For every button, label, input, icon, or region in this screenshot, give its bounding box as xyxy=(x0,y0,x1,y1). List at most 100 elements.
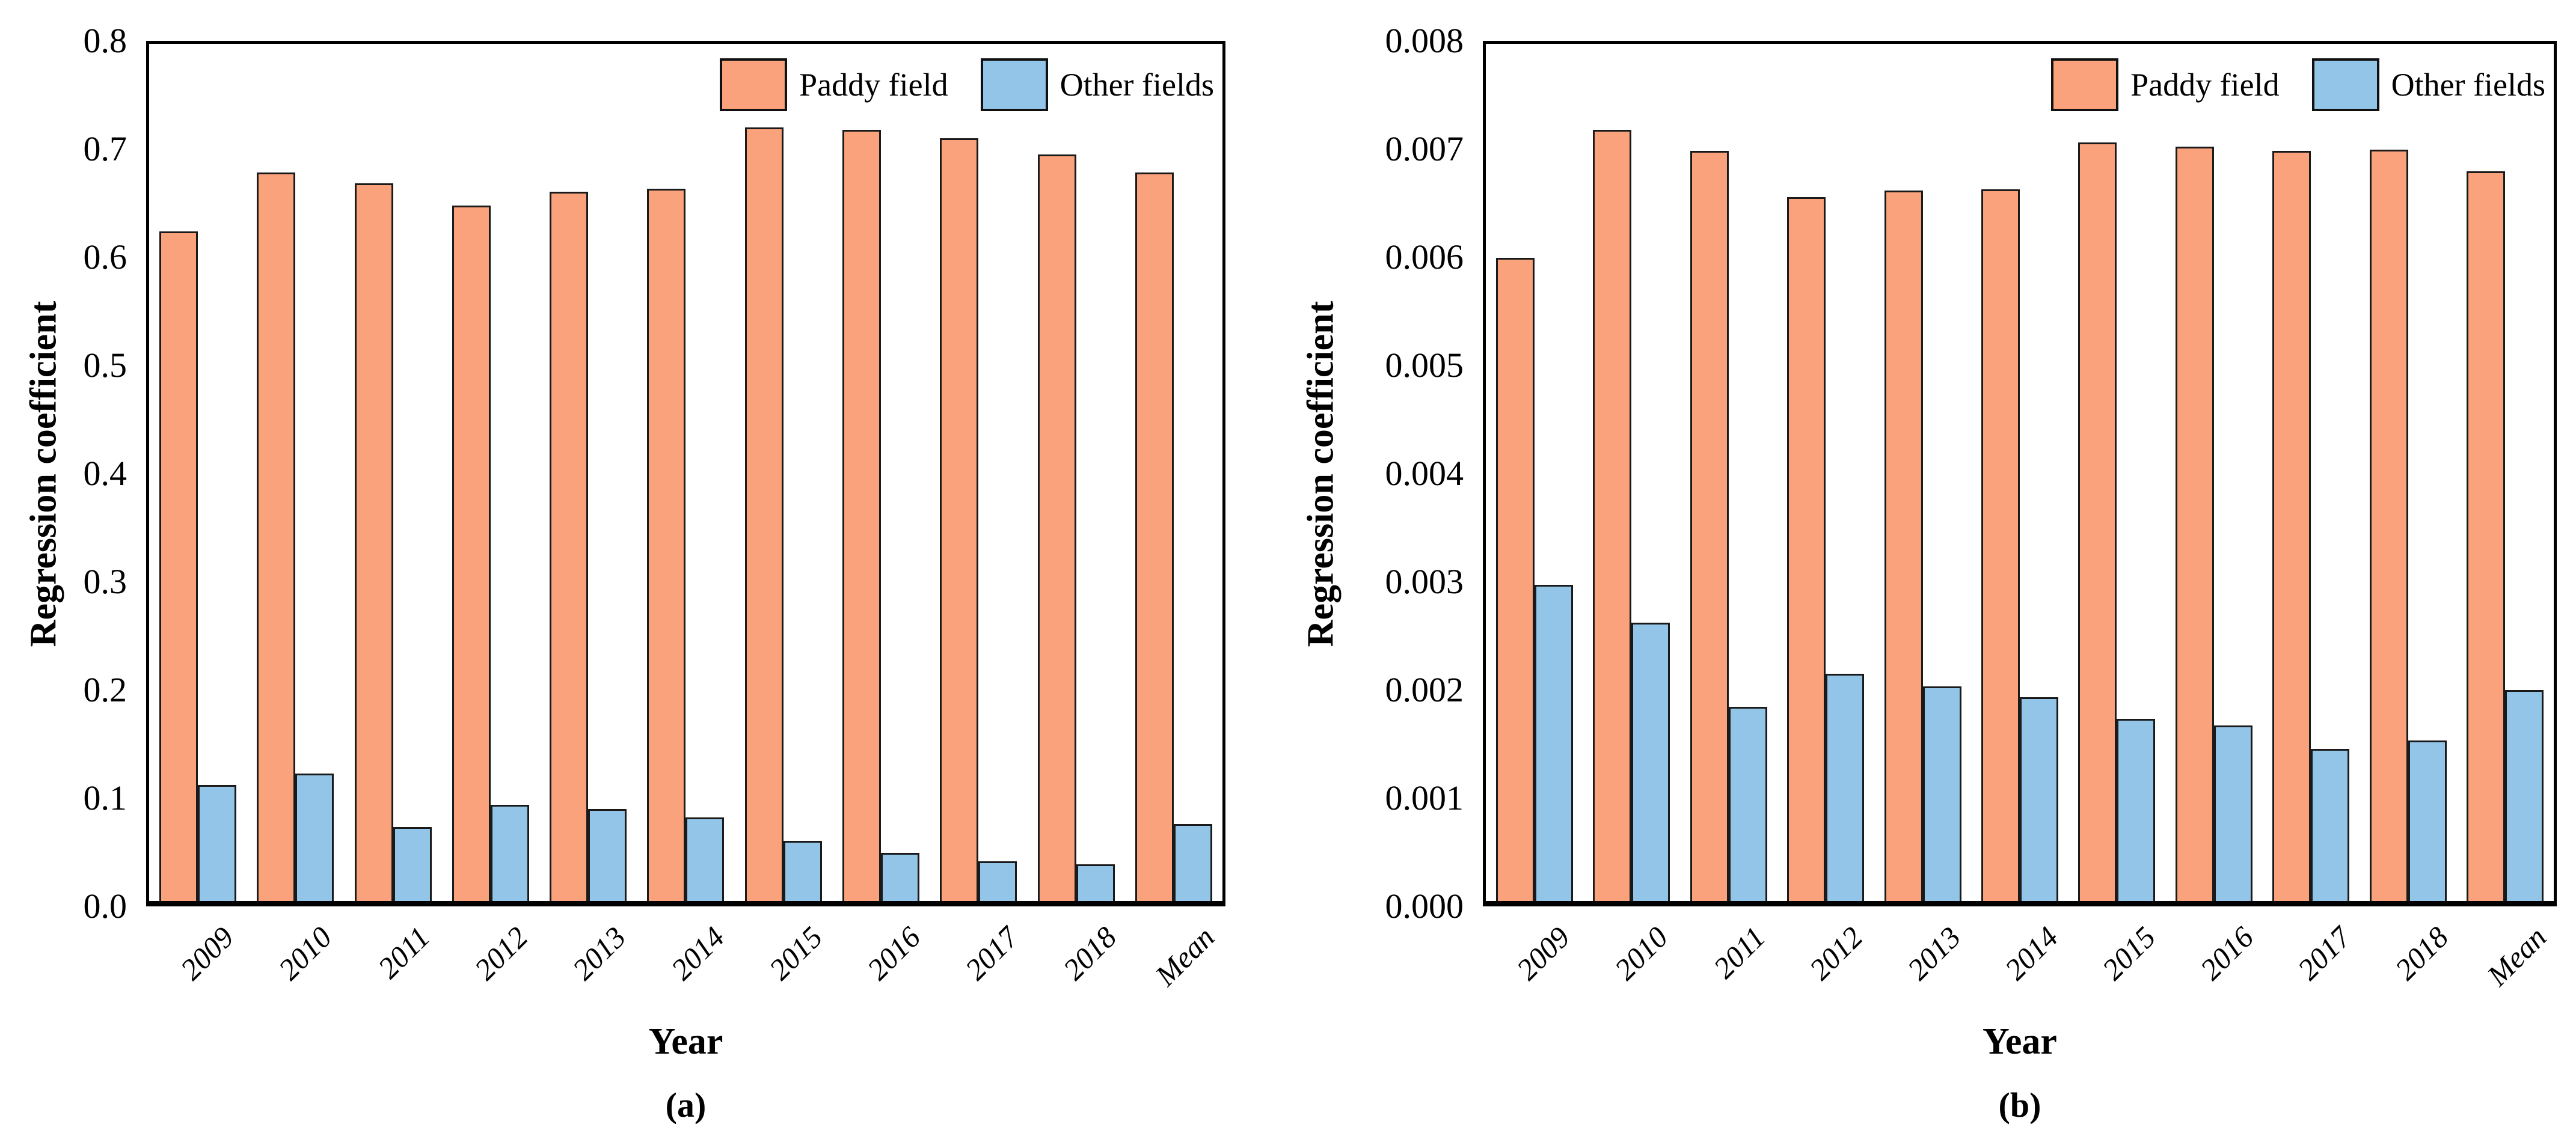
x-axis-title: Year xyxy=(648,1021,723,1062)
bar-paddy-field xyxy=(1135,173,1174,901)
y-tick-label: 0.006 xyxy=(1385,237,1464,276)
y-tick-label: 0.5 xyxy=(83,346,127,385)
bar-paddy-field xyxy=(744,127,784,901)
bar-other-fields xyxy=(1173,824,1212,901)
bar-group-2013 xyxy=(539,44,637,901)
x-tick-label: 2018 xyxy=(2388,920,2455,987)
bar-paddy-field xyxy=(647,189,686,901)
bar-paddy-field xyxy=(1495,258,1535,901)
bar-group-2010 xyxy=(1583,44,1679,901)
bar-other-fields xyxy=(490,805,529,901)
bar-paddy-field xyxy=(2175,147,2214,901)
legend-item-other-fields: Other fields xyxy=(2311,58,2545,111)
legend-item-paddy-field: Paddy field xyxy=(720,58,948,111)
bar-other-fields xyxy=(1922,686,1961,901)
y-tick-label: 0.3 xyxy=(83,562,127,601)
bar-group-2016 xyxy=(2165,44,2262,901)
bar-group-2017 xyxy=(930,44,1027,901)
x-tick-label: 2015 xyxy=(2096,920,2162,987)
legend-item-paddy-field: Paddy field xyxy=(2051,58,2280,111)
x-tick-label: Mean xyxy=(2480,920,2553,992)
bar-other-fields xyxy=(295,774,334,901)
y-tick-label: 0.002 xyxy=(1385,670,1464,709)
bar-paddy-field xyxy=(257,173,296,901)
bar-paddy-field xyxy=(2078,142,2117,901)
bar-group-2009 xyxy=(1486,44,1583,901)
bar-other-fields xyxy=(685,817,725,901)
y-tick-label: 0.8 xyxy=(83,21,127,60)
bar-paddy-field xyxy=(842,130,881,901)
legend-label: Other fields xyxy=(1060,67,1214,103)
bar-other-fields xyxy=(2408,740,2447,901)
bar-other-fields xyxy=(1076,864,1115,901)
y-tick-label: 0.007 xyxy=(1385,129,1464,168)
legend-swatch-other-fields xyxy=(980,58,1048,111)
y-tick-label: 0.1 xyxy=(83,778,127,817)
y-tick-label: 0.004 xyxy=(1385,454,1464,493)
bar-group-2011 xyxy=(345,44,442,901)
y-tick-label: 0.005 xyxy=(1385,346,1464,385)
panel-label-a: (a) xyxy=(665,1085,707,1125)
x-tick-label: 2009 xyxy=(1510,920,1577,987)
y-tick-label: 0.2 xyxy=(83,670,127,709)
panel-label-b: (b) xyxy=(1998,1085,2041,1125)
bar-group-2017 xyxy=(2263,44,2360,901)
y-tick-label: 0.6 xyxy=(83,237,127,276)
bar-other-fields xyxy=(2213,725,2252,901)
bar-paddy-field xyxy=(354,183,393,901)
legend-item-other-fields: Other fields xyxy=(980,58,1214,111)
bar-group-2012 xyxy=(1777,44,1874,901)
bar-group-mean xyxy=(2457,44,2554,901)
plot-area-b: Paddy field Other fields xyxy=(1483,41,2557,906)
legend: Paddy field Other fields xyxy=(720,58,1214,111)
bar-paddy-field xyxy=(1037,154,1076,901)
bar-paddy-field xyxy=(2467,171,2506,901)
bars-container xyxy=(149,44,1222,901)
y-axis-tick-labels: 0.000 0.001 0.002 0.003 0.004 0.005 0.006 0.007… xyxy=(1385,21,1464,926)
bar-group-2018 xyxy=(1027,44,1124,901)
bar-group-2014 xyxy=(637,44,734,901)
plot-area-a: Paddy field Other fields xyxy=(146,41,1225,906)
bar-other-fields xyxy=(978,861,1017,901)
y-tick-label: 0.0 xyxy=(83,887,127,926)
y-tick-label: 0.4 xyxy=(83,454,127,493)
x-tick-label: 2014 xyxy=(1998,920,2065,987)
bar-other-fields xyxy=(880,853,919,901)
bar-other-fields xyxy=(1728,707,1767,901)
bar-paddy-field xyxy=(2272,151,2311,901)
x-tick-label: 2012 xyxy=(1803,920,1869,987)
y-tick-label: 0.001 xyxy=(1385,778,1464,817)
legend-label: Paddy field xyxy=(2130,67,2280,103)
bar-paddy-field xyxy=(159,231,198,901)
bar-group-2015 xyxy=(2068,44,2165,901)
legend-swatch-other-fields xyxy=(2311,58,2379,111)
bar-paddy-field xyxy=(1884,191,1923,901)
bar-other-fields xyxy=(1534,585,1573,901)
legend-label: Paddy field xyxy=(799,67,948,103)
y-tick-label: 0.000 xyxy=(1385,887,1464,926)
bar-paddy-field xyxy=(1981,189,2020,901)
x-tick-label: 2010 xyxy=(1607,920,1674,987)
bar-other-fields xyxy=(2019,697,2058,901)
bar-paddy-field xyxy=(2369,150,2408,901)
bar-group-2009 xyxy=(149,44,247,901)
bar-other-fields xyxy=(393,827,432,901)
legend-label: Other fields xyxy=(2391,67,2545,103)
bar-other-fields xyxy=(1631,623,1670,901)
bar-other-fields xyxy=(588,809,627,901)
bar-group-2015 xyxy=(735,44,832,901)
bar-paddy-field xyxy=(1787,197,1826,901)
bar-group-2012 xyxy=(442,44,539,901)
y-tick-label: 0.008 xyxy=(1385,21,1464,60)
y-tick-label: 0.003 xyxy=(1385,562,1464,601)
x-tick-label: 2013 xyxy=(1900,920,1967,987)
x-tick-label: 2011 xyxy=(1707,920,1772,985)
bar-group-mean xyxy=(1125,44,1222,901)
x-tick-label: 2016 xyxy=(2193,920,2260,987)
bars-container xyxy=(1486,44,2554,901)
legend-swatch-paddy-field xyxy=(2051,58,2119,111)
bar-group-2016 xyxy=(832,44,930,901)
x-axis-title: Year xyxy=(1983,1021,2057,1062)
